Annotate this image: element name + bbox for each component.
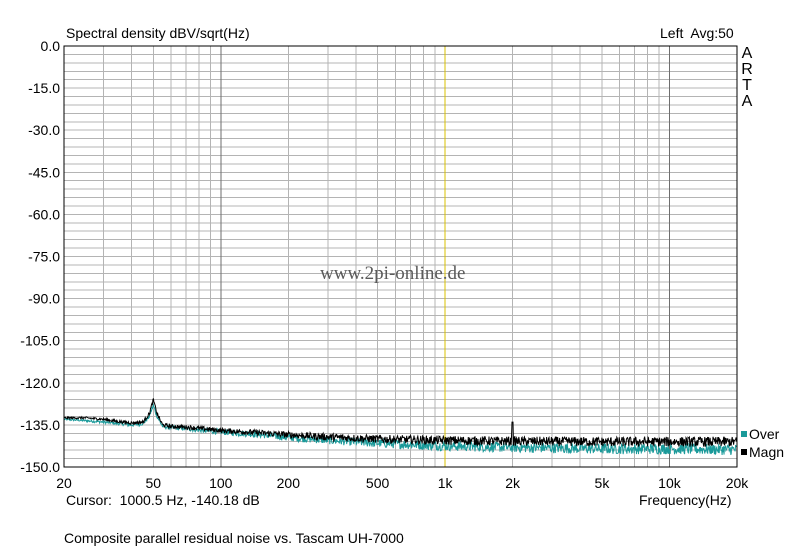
x-tick-labels: 20 50 100 200 500 1k 2k 5k 10k 20k	[56, 475, 749, 491]
legend-label-magn: Magn	[749, 444, 785, 460]
series-line-magn	[63, 398, 738, 448]
series	[63, 398, 738, 456]
y-tick-label: -150.0	[20, 459, 60, 475]
legend-item-over[interactable]: Over	[741, 426, 779, 442]
x-tick-label: 20k	[726, 475, 750, 491]
brand-letter: A	[741, 93, 753, 110]
x-tick-label: 100	[209, 475, 233, 491]
x-tick-label: 200	[277, 475, 301, 491]
watermark: www.2pi-online.de	[320, 263, 466, 284]
y-tick-label: -105.0	[20, 333, 60, 349]
plot-frame	[63, 45, 738, 468]
arta-brand: A R T A	[740, 46, 754, 110]
legend-swatch-magn	[741, 449, 747, 455]
y-tick-label: -90.0	[28, 291, 60, 307]
y-tick-label: -135.0	[20, 417, 60, 433]
legend-label-over: Over	[749, 426, 780, 442]
cursor-readout: Cursor: 1000.5 Hz, -140.18 dB	[66, 492, 260, 508]
x-tick-label: 500	[366, 475, 390, 491]
x-axis-title: Frequency(Hz)	[639, 492, 732, 508]
x-tick-label: 10k	[658, 475, 682, 491]
x-tick-label: 5k	[595, 475, 611, 491]
y-tick-label: -30.0	[28, 122, 60, 138]
y-tick-label: -15.0	[28, 80, 60, 96]
y-tick-label: -75.0	[28, 249, 60, 265]
caption: Composite parallel residual noise vs. Ta…	[64, 530, 404, 546]
grid	[64, 46, 737, 467]
y-tick-label: 0.0	[41, 38, 61, 54]
brand-letter: A	[741, 45, 753, 62]
x-tick-label: 20	[56, 475, 72, 491]
y-tick-label: -120.0	[20, 375, 60, 391]
x-tick-label: 50	[145, 475, 161, 491]
brand-letter: T	[742, 77, 752, 94]
x-tick-label: 1k	[438, 475, 454, 491]
channel-avg-label: Left Avg:50	[660, 25, 734, 41]
x-tick-label: 2k	[505, 475, 521, 491]
y-tick-label: -45.0	[28, 164, 60, 180]
legend-item-magn[interactable]: Magn	[741, 444, 784, 460]
y-tick-label: -60.0	[28, 206, 60, 222]
y-tick-labels: 0.0 -15.0 -30.0 -45.0 -60.0 -75.0 -90.0 -105.0 -…	[20, 38, 60, 475]
legend-swatch-over	[741, 431, 747, 437]
brand-letter: R	[741, 61, 753, 78]
chart-title: Spectral density dBV/sqrt(Hz)	[66, 25, 250, 41]
